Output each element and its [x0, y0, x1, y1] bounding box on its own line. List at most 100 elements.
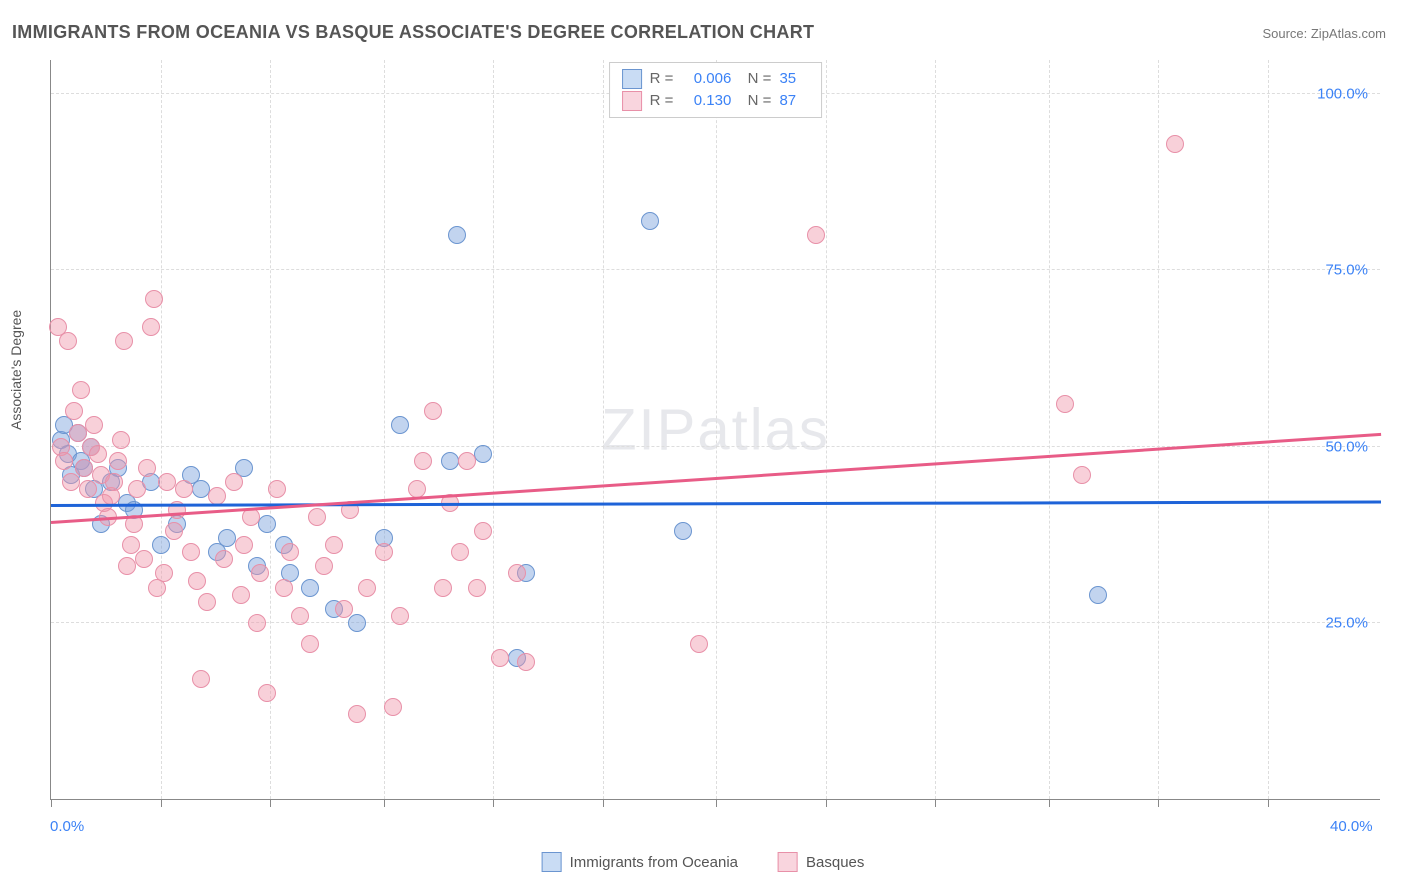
gridline-v: [1268, 60, 1269, 799]
legend-stats-row: R =0.130 N =87: [622, 90, 810, 112]
legend-bottom: Immigrants from Oceania Basques: [542, 852, 865, 872]
scatter-point-basques: [325, 536, 343, 554]
scatter-point-basques: [335, 600, 353, 618]
scatter-point-basques: [89, 445, 107, 463]
scatter-point-basques: [474, 522, 492, 540]
scatter-point-oceania: [301, 579, 319, 597]
scatter-point-basques: [175, 480, 193, 498]
scatter-point-basques: [424, 402, 442, 420]
chart-title: IMMIGRANTS FROM OCEANIA VS BASQUE ASSOCI…: [12, 22, 814, 43]
x-tick-label: 0.0%: [50, 818, 84, 835]
x-tick: [493, 799, 494, 807]
scatter-point-basques: [109, 452, 127, 470]
scatter-point-basques: [142, 318, 160, 336]
scatter-point-basques: [188, 572, 206, 590]
scatter-point-basques: [215, 550, 233, 568]
x-tick: [161, 799, 162, 807]
scatter-point-basques: [155, 564, 173, 582]
x-tick: [716, 799, 717, 807]
scatter-point-basques: [375, 543, 393, 561]
scatter-point-basques: [301, 635, 319, 653]
gridline-v: [1049, 60, 1050, 799]
scatter-point-oceania: [218, 529, 236, 547]
scatter-point-basques: [165, 522, 183, 540]
scatter-point-basques: [807, 226, 825, 244]
scatter-point-basques: [122, 536, 140, 554]
scatter-point-basques: [79, 480, 97, 498]
y-tick-label: 25.0%: [1325, 614, 1368, 631]
scatter-point-oceania: [441, 452, 459, 470]
x-tick: [935, 799, 936, 807]
scatter-point-basques: [291, 607, 309, 625]
scatter-point-basques: [258, 684, 276, 702]
scatter-point-basques: [72, 381, 90, 399]
x-tick: [270, 799, 271, 807]
scatter-point-basques: [232, 586, 250, 604]
x-tick: [1049, 799, 1050, 807]
scatter-point-basques: [158, 473, 176, 491]
plot-area: ZIPatlas R =0.006 N =35R =0.130 N =87 25…: [50, 60, 1380, 800]
scatter-point-basques: [65, 402, 83, 420]
legend-r-value: 0.130: [681, 90, 731, 112]
y-tick-label: 75.0%: [1325, 262, 1368, 279]
scatter-point-basques: [690, 635, 708, 653]
legend-n-label: N =: [739, 90, 771, 112]
scatter-point-basques: [251, 564, 269, 582]
scatter-point-basques: [275, 579, 293, 597]
scatter-point-oceania: [348, 614, 366, 632]
legend-r-label: R =: [650, 90, 674, 112]
scatter-point-oceania: [474, 445, 492, 463]
legend-swatch-icon: [778, 852, 798, 872]
scatter-point-basques: [128, 480, 146, 498]
scatter-point-basques: [1073, 466, 1091, 484]
scatter-point-basques: [517, 653, 535, 671]
watermark-atlas: atlas: [697, 397, 830, 462]
scatter-point-oceania: [641, 212, 659, 230]
legend-item: Immigrants from Oceania: [542, 852, 738, 872]
scatter-point-oceania: [1089, 586, 1107, 604]
gridline-v: [1158, 60, 1159, 799]
scatter-point-basques: [391, 607, 409, 625]
scatter-point-basques: [198, 593, 216, 611]
scatter-point-basques: [348, 705, 366, 723]
scatter-point-basques: [85, 416, 103, 434]
scatter-point-basques: [208, 487, 226, 505]
chart-container: IMMIGRANTS FROM OCEANIA VS BASQUE ASSOCI…: [0, 0, 1406, 892]
legend-swatch-icon: [622, 91, 642, 111]
scatter-point-oceania: [674, 522, 692, 540]
x-tick: [826, 799, 827, 807]
scatter-point-basques: [315, 557, 333, 575]
scatter-point-basques: [192, 670, 210, 688]
scatter-point-basques: [308, 508, 326, 526]
scatter-point-basques: [1166, 135, 1184, 153]
scatter-point-basques: [468, 579, 486, 597]
scatter-point-basques: [115, 332, 133, 350]
scatter-point-basques: [458, 452, 476, 470]
y-axis-label: Associate's Degree: [8, 310, 24, 430]
source-label: Source: ZipAtlas.com: [1262, 26, 1386, 41]
gridline-v: [161, 60, 162, 799]
scatter-point-basques: [145, 290, 163, 308]
scatter-point-basques: [491, 649, 509, 667]
scatter-point-basques: [62, 473, 80, 491]
legend-stats: R =0.006 N =35R =0.130 N =87: [609, 62, 823, 118]
scatter-point-basques: [182, 543, 200, 561]
scatter-point-basques: [112, 431, 130, 449]
legend-n-value: 35: [779, 68, 809, 90]
scatter-point-oceania: [258, 515, 276, 533]
legend-item: Basques: [778, 852, 864, 872]
legend-swatch-icon: [542, 852, 562, 872]
gridline-v: [716, 60, 717, 799]
scatter-point-basques: [69, 424, 87, 442]
scatter-point-basques: [281, 543, 299, 561]
gridline-v: [935, 60, 936, 799]
scatter-point-basques: [59, 332, 77, 350]
gridline-v: [493, 60, 494, 799]
y-tick-label: 100.0%: [1317, 86, 1368, 103]
scatter-point-basques: [135, 550, 153, 568]
scatter-point-oceania: [192, 480, 210, 498]
legend-stats-row: R =0.006 N =35: [622, 68, 810, 90]
legend-r-label: R =: [650, 68, 674, 90]
scatter-point-basques: [408, 480, 426, 498]
scatter-point-basques: [268, 480, 286, 498]
